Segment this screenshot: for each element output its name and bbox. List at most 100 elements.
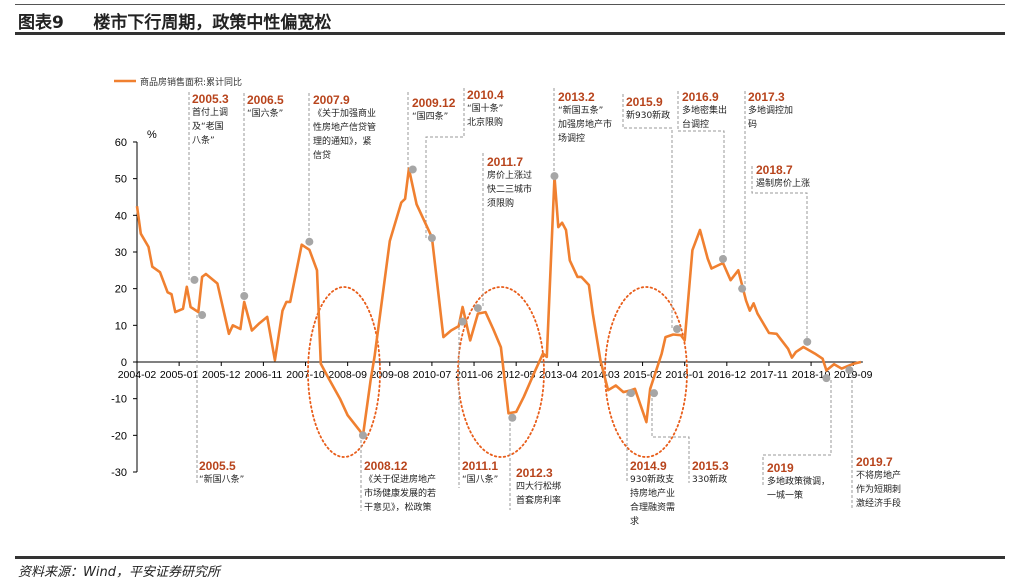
annotation: 2019.7 不将房地产 作为短期刺 激经济手段 xyxy=(856,455,901,511)
y-tick-label: 10 xyxy=(115,320,127,332)
annotation-date: 2016.9 xyxy=(682,90,719,104)
y-tick-label: 60 xyxy=(115,137,127,149)
y-tick-label: 0 xyxy=(121,357,127,369)
annotation: 2006.5 “国六条” xyxy=(247,93,284,121)
event-marker xyxy=(508,413,517,422)
annotation-date: 2010.4 xyxy=(467,88,504,102)
annotation: 2013.2 “新国五条” 加强房地产市 场调控 xyxy=(558,90,612,146)
annotation-date: 2017.3 xyxy=(748,90,785,104)
annotation: 2005.5 “新国八条” xyxy=(199,459,244,487)
event-marker xyxy=(358,431,367,440)
annotation-text: “国四条” xyxy=(412,112,449,122)
x-tick-label: 2018-10 xyxy=(792,369,831,381)
y-tick-label: -10 xyxy=(111,394,127,406)
annotation: 2015.9 新930新政 xyxy=(626,95,670,123)
annotation-text: “新国八条” xyxy=(199,475,245,485)
x-tick-label: 2011-06 xyxy=(455,369,493,381)
event-marker xyxy=(845,366,854,375)
annotation-date: 2019 xyxy=(767,461,794,475)
event-marker xyxy=(718,254,727,263)
y-tick-label: 50 xyxy=(115,174,127,186)
annotation-date: 2006.5 xyxy=(247,93,284,107)
leader-line xyxy=(751,166,808,342)
annotation: 2012.3 四大行松绑 首套房利率 xyxy=(516,466,561,508)
event-marker xyxy=(408,165,417,174)
x-tick-label: 2006-11 xyxy=(245,369,283,381)
annotation-text: 新930新政 xyxy=(626,111,671,121)
series-line-sales-area-yoy xyxy=(135,167,862,437)
y-tick-label: 40 xyxy=(115,210,127,222)
annotation-text: 930新政支 持房地产业 合理融资需 求 xyxy=(630,475,676,527)
annotation-date: 2012.3 xyxy=(516,466,553,480)
annotation-text: “国八条” xyxy=(462,475,499,485)
event-marker xyxy=(550,172,559,181)
leader-line xyxy=(651,393,690,483)
event-marker xyxy=(673,324,682,333)
event-marker xyxy=(427,234,436,243)
x-tick-label: 2016-12 xyxy=(708,369,747,381)
annotation: 2005.3 首付上调 及“老国 八条” xyxy=(192,92,229,148)
x-tick-label: 2017-11 xyxy=(750,369,788,381)
annotation-text: 房价上涨过 快二三城市 须限购 xyxy=(487,171,533,209)
source-note: 资料来源：Wind，平安证券研究所 xyxy=(18,565,220,580)
event-marker xyxy=(198,311,207,320)
annotation: 2007.9 《关于加强商业 性房地产信贷管 理的通知》，紧 信贷 xyxy=(313,93,376,163)
top-rule xyxy=(15,4,1005,5)
leader-line xyxy=(622,94,673,329)
event-marker xyxy=(650,389,659,398)
annotation-text: 四大行松绑 首套房利率 xyxy=(516,482,562,506)
annotation: 2016.9 多地密集出 台调控 xyxy=(682,90,727,132)
annotation-text: 首付上调 及“老国 八条” xyxy=(192,108,229,146)
annotation: 2011.7 房价上涨过 快二三城市 须限购 xyxy=(487,155,532,211)
event-marker xyxy=(738,284,747,293)
bottom-rule xyxy=(15,556,1005,559)
highlight-ellipse xyxy=(604,286,688,458)
annotation: 2015.3 330新政 xyxy=(692,459,729,487)
highlight-ellipse xyxy=(457,286,545,458)
event-marker xyxy=(458,317,467,326)
event-marker xyxy=(473,304,482,313)
annotation-text: 遏制房价上涨 xyxy=(756,179,811,189)
leader-line xyxy=(762,378,832,485)
event-marker xyxy=(822,374,831,383)
annotation-date: 2015.9 xyxy=(626,95,663,109)
annotation: 2011.1 “国八条” xyxy=(462,459,498,487)
x-tick-label: 2016-01 xyxy=(665,369,704,381)
annotation: 2018.7 遏制房价上涨 xyxy=(756,163,810,191)
y-tick-label: 30 xyxy=(115,247,127,259)
annotation: 2017.3 多地调控加 码 xyxy=(748,90,793,132)
annotation-date: 2009.12 xyxy=(412,96,456,110)
event-marker xyxy=(190,275,199,284)
annotation-text: 不将房地产 作为短期刺 激经济手段 xyxy=(856,471,902,509)
annotation-date: 2007.9 xyxy=(313,93,350,107)
event-marker xyxy=(803,337,812,346)
annotation: 2010.4 “国十条” 北京限购 xyxy=(467,88,504,130)
x-tick-label: 2004-02 xyxy=(118,369,157,381)
leader-line xyxy=(425,88,465,238)
x-tick-label: 2013-04 xyxy=(539,369,578,381)
annotation-text: 《关于促进房地产 市场健康发展的若 干意见》，松政策 xyxy=(364,475,437,513)
y-tick-label: 20 xyxy=(115,284,127,296)
annotation-text: 多地调控加 码 xyxy=(748,106,794,130)
annotation-date: 2008.12 xyxy=(364,459,408,473)
x-tick-label: 2012-05 xyxy=(497,369,536,381)
x-tick-label: 2005-12 xyxy=(202,369,241,381)
annotation-text: 330新政 xyxy=(692,475,728,485)
annotation-date: 2013.2 xyxy=(558,90,595,104)
title-rule xyxy=(15,32,1005,35)
legend-label: 商品房销售面积:累计同比 xyxy=(140,76,242,88)
annotation: 2014.9 930新政支 持房地产业 合理融资需 求 xyxy=(630,459,675,529)
annotation: 2009.12 “国四条” xyxy=(412,96,455,124)
x-tick-label: 2008-09 xyxy=(328,369,367,381)
annotation-date: 2019.7 xyxy=(856,455,893,469)
figure-title: 图表9 楼市下行周期，政策中性偏宽松 xyxy=(18,13,332,33)
x-tick-label: 2007-10 xyxy=(286,369,325,381)
annotation-date: 2018.7 xyxy=(756,163,793,177)
annotation-text: 多地密集出 台调控 xyxy=(682,106,728,130)
annotation-text: 《关于加强商业 性房地产信贷管 理的通知》，紧 信贷 xyxy=(313,109,377,161)
event-marker xyxy=(240,291,249,300)
y-tick-label: -30 xyxy=(111,467,127,479)
annotation-date: 2011.1 xyxy=(462,459,499,473)
annotation: 2008.12 《关于促进房地产 市场健康发展的若 干意见》，松政策 xyxy=(364,459,436,515)
